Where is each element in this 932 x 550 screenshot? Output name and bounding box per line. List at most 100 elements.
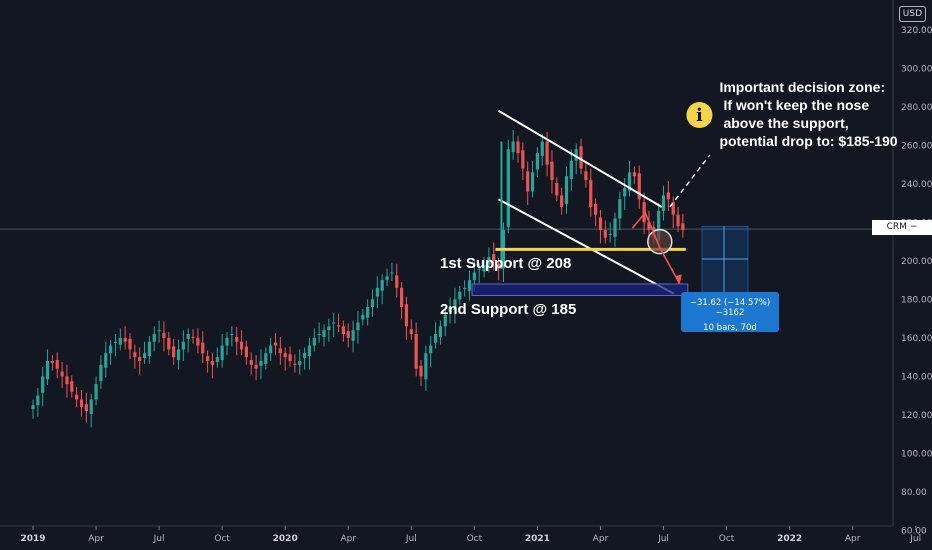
candle xyxy=(210,353,215,379)
candle-body xyxy=(627,172,632,191)
candle xyxy=(681,213,685,238)
candle-body xyxy=(220,345,224,361)
candle xyxy=(278,336,282,365)
candle xyxy=(312,328,316,352)
candle-body xyxy=(657,210,661,241)
candle xyxy=(540,133,544,166)
candle xyxy=(429,335,433,367)
candle xyxy=(400,282,404,319)
candle xyxy=(230,326,234,347)
x-tick-label: Jul xyxy=(909,534,921,544)
candle-body xyxy=(598,217,603,231)
candle-body xyxy=(540,141,544,156)
candle xyxy=(482,257,486,278)
candle-body xyxy=(293,363,297,365)
candle-body xyxy=(545,141,549,165)
candle xyxy=(225,332,229,356)
candle-body xyxy=(230,334,234,336)
candle-body xyxy=(206,356,210,361)
candle xyxy=(375,276,379,309)
candle xyxy=(584,161,588,188)
candle-body xyxy=(492,254,496,261)
candle-body xyxy=(172,346,176,358)
candle-body xyxy=(273,342,278,346)
candle xyxy=(176,339,181,370)
candle-body xyxy=(438,326,442,337)
candle xyxy=(41,366,45,407)
candle xyxy=(361,309,365,326)
candle-body xyxy=(254,364,258,369)
candle-body xyxy=(463,287,467,289)
candle-body xyxy=(550,161,554,181)
x-tick-label: 2019 xyxy=(20,534,45,544)
support-1-label: 1st Support @ 208 xyxy=(440,255,571,272)
candle xyxy=(157,320,161,343)
y-tick-label: 120.00 xyxy=(901,411,932,421)
y-tick-label: 100.00 xyxy=(901,449,932,459)
candle xyxy=(244,340,248,365)
candle-body xyxy=(453,299,457,310)
candle xyxy=(215,347,219,368)
candle xyxy=(516,135,520,163)
candle xyxy=(404,296,409,340)
candle xyxy=(259,349,263,380)
candle xyxy=(206,350,210,373)
candle-body xyxy=(380,280,384,291)
candle xyxy=(438,320,442,345)
candle-body xyxy=(375,287,379,297)
measure-result-box[interactable]: −31.62 (−14.57%) −3162 10 bars, 70d xyxy=(681,292,779,333)
candle xyxy=(79,389,84,417)
candle xyxy=(162,321,166,352)
candle xyxy=(574,143,578,175)
candle xyxy=(598,209,603,244)
candle xyxy=(65,364,69,398)
candle-body xyxy=(632,172,636,177)
candle-body xyxy=(671,202,675,215)
candle-body xyxy=(181,341,185,350)
candle-body xyxy=(133,352,137,358)
candle-body xyxy=(361,314,365,320)
info-note-line: Important decision zone: xyxy=(719,79,885,95)
y-tick-label: 160.00 xyxy=(901,334,932,344)
candle-body xyxy=(94,384,98,400)
candle xyxy=(380,274,384,305)
candle xyxy=(142,341,147,364)
candle-body xyxy=(55,360,59,369)
candle-body xyxy=(429,345,433,354)
candle-body xyxy=(317,334,321,336)
candle-body xyxy=(443,314,447,327)
candle xyxy=(555,177,559,202)
channel-upper-line xyxy=(497,109,663,208)
currency-badge[interactable]: USD xyxy=(898,6,926,22)
candle xyxy=(307,337,312,370)
drop-arrow-head xyxy=(674,274,682,284)
y-tick-label: 140.00 xyxy=(901,372,932,382)
candle xyxy=(123,326,127,350)
candle-body xyxy=(70,381,74,392)
candle xyxy=(84,392,88,423)
candle xyxy=(564,166,569,214)
info-note-line: potential drop to: $185-190 xyxy=(719,133,897,149)
candle-body xyxy=(613,218,617,237)
candle xyxy=(458,285,462,306)
candle-body xyxy=(104,353,108,368)
candle xyxy=(283,347,287,371)
x-tick-label: 2020 xyxy=(273,534,298,544)
candle-body xyxy=(186,334,190,339)
candle-body xyxy=(487,257,491,265)
candle-body xyxy=(409,329,413,335)
candle-body xyxy=(433,334,438,343)
candle xyxy=(181,330,185,361)
candle-body xyxy=(215,357,219,362)
candle xyxy=(239,330,244,356)
candle-body xyxy=(128,338,132,350)
candle-body xyxy=(647,222,651,231)
candle xyxy=(497,257,501,281)
candle xyxy=(99,355,103,389)
candle-body xyxy=(370,299,375,308)
candle xyxy=(463,280,467,297)
candle xyxy=(336,313,341,333)
candle-body xyxy=(535,153,539,170)
